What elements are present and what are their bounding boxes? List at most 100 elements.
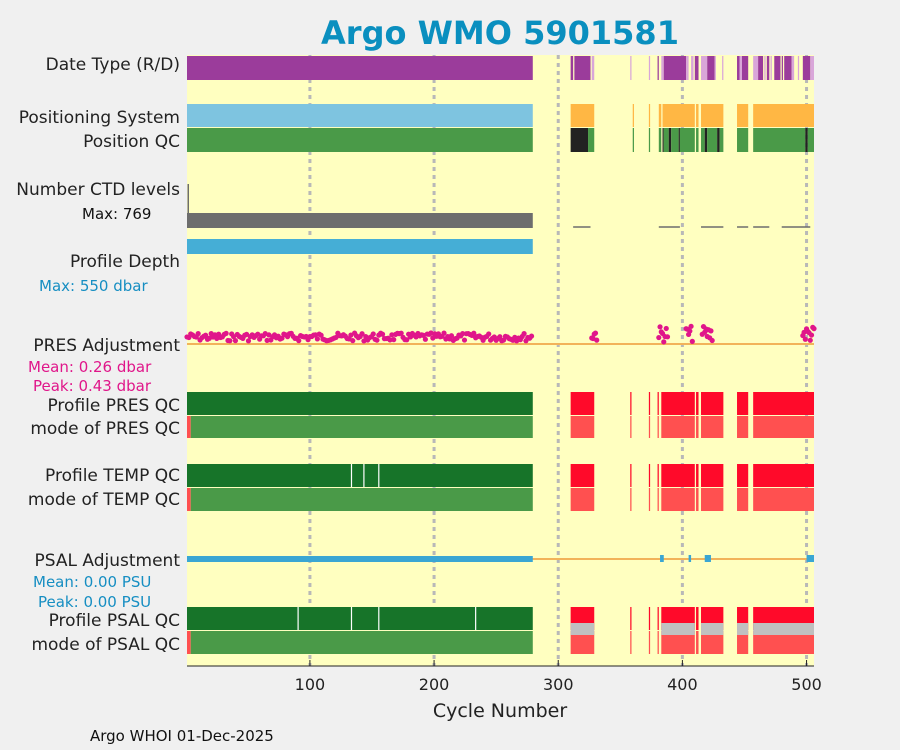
bar-1-1	[570, 104, 595, 127]
bar-0-0	[187, 56, 533, 80]
label-pres-adjustment: PRES Adjustment	[33, 336, 180, 356]
bar-2-17	[719, 128, 724, 152]
bar-6-6	[696, 392, 699, 415]
plot-background	[187, 55, 814, 666]
pres-point-185	[528, 333, 535, 339]
bar-2-21	[807, 128, 814, 152]
label-mode-pres-qc: mode of PRES QC	[30, 419, 180, 439]
bar-11-4	[657, 607, 659, 630]
pres-point-142	[448, 333, 455, 339]
bar-0-17	[739, 56, 742, 80]
footer-credit: Argo WHOI 01-Dec-2025	[90, 727, 274, 745]
bar-0-25	[781, 56, 783, 80]
bar-2-5	[658, 128, 662, 152]
pres-point-118	[404, 337, 410, 343]
pres-point-109	[387, 337, 393, 343]
bar-6-1	[570, 392, 595, 415]
ctd-levels-block	[187, 213, 533, 228]
bar-0-14	[714, 56, 716, 80]
pres-point-33	[245, 338, 252, 344]
bar-9-6	[661, 488, 695, 511]
data-traces	[184, 184, 817, 562]
psal-qc-silver-4	[753, 623, 814, 635]
pres-point-204	[689, 338, 695, 344]
bar-12-9	[737, 631, 749, 654]
psal-qc-silver-3	[737, 623, 749, 635]
bar-2-9	[671, 128, 679, 152]
pres-point-111	[391, 337, 397, 343]
bar-8-0	[187, 464, 533, 487]
gridlines	[308, 55, 809, 666]
bar-6-3	[648, 392, 651, 415]
bar-0-27	[791, 56, 795, 80]
pres-point-212	[708, 328, 714, 334]
pres-point-105	[379, 331, 386, 337]
pres-point-197	[663, 325, 669, 332]
bar-0-12	[701, 56, 708, 80]
pres-point-51	[279, 335, 285, 341]
bar-1-2	[632, 104, 634, 127]
bar-0-15	[722, 56, 724, 80]
stat-psal-peak: Peak: 0.00 PSU	[38, 593, 151, 611]
bar-8-6	[696, 464, 699, 487]
x-axis-label: Cycle Number	[433, 700, 567, 722]
pres-point-220	[807, 337, 813, 343]
bar-2-15	[707, 128, 718, 152]
bar-2-3	[632, 128, 634, 152]
bar-2-16	[717, 128, 720, 152]
bar-8-2	[630, 464, 632, 487]
bar-1-3	[648, 104, 651, 127]
bar-8-1	[570, 464, 595, 487]
label-profile-pres-qc: Profile PRES QC	[47, 396, 180, 416]
pres-point-221	[808, 332, 815, 338]
bar-1-8	[737, 104, 749, 127]
psal-qc-tick-1	[350, 607, 353, 630]
pres-point-181	[521, 331, 527, 337]
bar-9-7	[696, 488, 699, 511]
psal-adjustment-mark-2	[704, 555, 711, 562]
psal-qc-tick-3	[475, 607, 477, 630]
bar-12-5	[657, 631, 659, 654]
bar-0-30	[810, 56, 814, 80]
pres-point-154	[471, 330, 477, 336]
bar-9-0	[187, 488, 191, 511]
bar-2-1	[570, 128, 589, 152]
bar-7-4	[648, 416, 651, 438]
bar-12-10	[753, 631, 814, 654]
bar-2-0	[187, 128, 533, 152]
bar-2-12	[696, 128, 699, 152]
bar-2-10	[678, 128, 680, 152]
bar-2-6	[662, 128, 664, 152]
stat-ctd-max: Max: 769	[82, 205, 151, 223]
bar-6-7	[701, 392, 724, 415]
label-profile-depth: Profile Depth	[70, 252, 180, 272]
bar-7-9	[737, 416, 749, 438]
x-tick-label-100: 100	[295, 675, 326, 694]
x-tick-label-400: 400	[667, 675, 698, 694]
bar-0-8	[663, 56, 687, 80]
bar-2-19	[753, 128, 806, 152]
bar-2-4	[648, 128, 651, 152]
bar-2-18	[737, 128, 749, 152]
temp-qc-tick-2	[378, 464, 380, 487]
bar-7-1	[190, 416, 533, 438]
pres-point-94	[359, 331, 365, 337]
pres-point-100	[370, 331, 376, 337]
x-tick-label-300: 300	[543, 675, 574, 694]
pres-point-189	[592, 330, 599, 336]
bar-8-4	[657, 464, 659, 487]
pres-point-192	[657, 324, 663, 330]
pres-point-162	[486, 331, 492, 337]
bar-11-6	[696, 607, 699, 630]
pres-point-43	[264, 337, 270, 344]
bar-0-20	[758, 56, 764, 80]
label-mode-psal-qc: mode of PSAL QC	[31, 635, 180, 655]
bar-0-11	[694, 56, 699, 80]
x-tick-label-200: 200	[419, 675, 450, 694]
pres-point-223	[811, 326, 817, 332]
psal-adjustment-block	[187, 556, 533, 562]
pres-point-60	[296, 338, 302, 344]
psal-qc-silver-0	[570, 623, 595, 635]
bar-7-8	[701, 416, 724, 438]
bar-0-28	[797, 56, 800, 80]
